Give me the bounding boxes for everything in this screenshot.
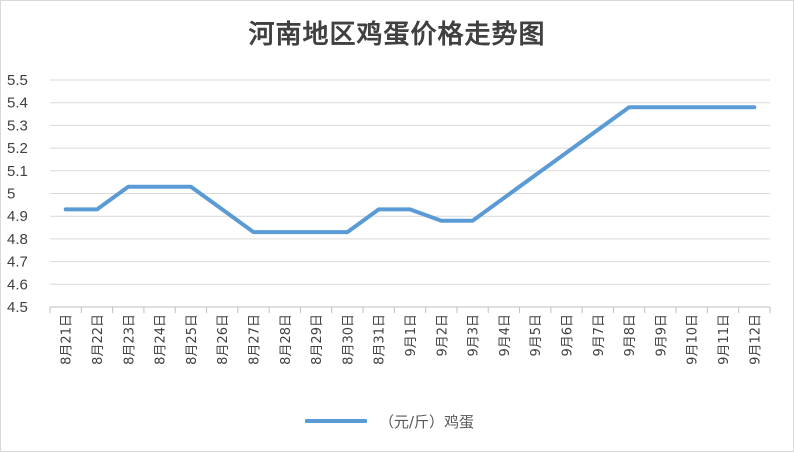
y-tick-label: 4.7 — [7, 254, 28, 271]
gridlines — [50, 79, 770, 285]
x-tick-label: 9月10日 — [686, 314, 701, 365]
y-tick-label: 4.9 — [7, 208, 28, 225]
x-axis — [49, 306, 771, 313]
x-tick-label: 8月25日 — [185, 314, 200, 365]
y-tick-label: 5.1 — [7, 163, 28, 180]
x-tick-label: 9月5日 — [529, 314, 544, 357]
x-tick-label: 9月9日 — [654, 314, 669, 357]
y-tick-label: 5.2 — [7, 140, 28, 157]
x-tick-label: 8月23日 — [122, 314, 137, 365]
x-tick-label: 8月27日 — [247, 314, 262, 365]
x-axis-ticks: 8月21日 8月22日 8月23日 8月24日 8月25日 8月26日 8月27日 8月28日… — [60, 314, 764, 365]
x-tick-label: 9月2日 — [435, 314, 450, 357]
x-tick-label: 9月6日 — [561, 314, 576, 357]
y-tick-label: 5.5 — [7, 72, 28, 89]
x-tick-label: 8月28日 — [279, 314, 294, 365]
y-tick-label: 5.4 — [7, 95, 28, 112]
x-tick-label: 8月21日 — [60, 314, 75, 365]
legend-swatch — [305, 419, 367, 423]
y-tick-label: 4.8 — [7, 231, 28, 248]
x-tick-label: 9月11日 — [717, 314, 732, 365]
x-tick-label: 8月31日 — [373, 314, 388, 365]
legend: （元/斤）鸡蛋 — [305, 410, 474, 432]
y-tick-label: 5.3 — [7, 117, 28, 134]
y-tick-label: 5 — [7, 186, 15, 203]
x-tick-label: 8月29日 — [310, 314, 325, 365]
x-tick-label: 9月1日 — [404, 314, 419, 357]
x-tick-label: 8月26日 — [216, 314, 231, 365]
series-layer — [63, 105, 757, 235]
x-tick-label: 9月8日 — [623, 314, 638, 357]
x-tick-label: 9月12日 — [748, 314, 763, 365]
x-tick-label: 9月4日 — [498, 314, 513, 357]
x-tick-label: 9月7日 — [592, 314, 607, 357]
x-tick-label: 8月30日 — [341, 314, 356, 365]
y-tick-label: 4.5 — [7, 299, 28, 316]
series-line — [63, 105, 757, 235]
x-tick-label: 8月24日 — [154, 314, 169, 365]
y-axis-ticks: 4.5 4.6 4.7 4.8 4.9 5 5.1 5.2 5.3 5.4 5.5 — [7, 72, 28, 316]
legend-label: （元/斤）鸡蛋 — [379, 412, 475, 431]
chart-title: 河南地区鸡蛋价格走势图 — [248, 20, 546, 50]
y-tick-label: 4.6 — [7, 276, 28, 293]
x-tick-label: 8月22日 — [91, 314, 106, 365]
x-tick-label: 9月3日 — [467, 314, 482, 357]
